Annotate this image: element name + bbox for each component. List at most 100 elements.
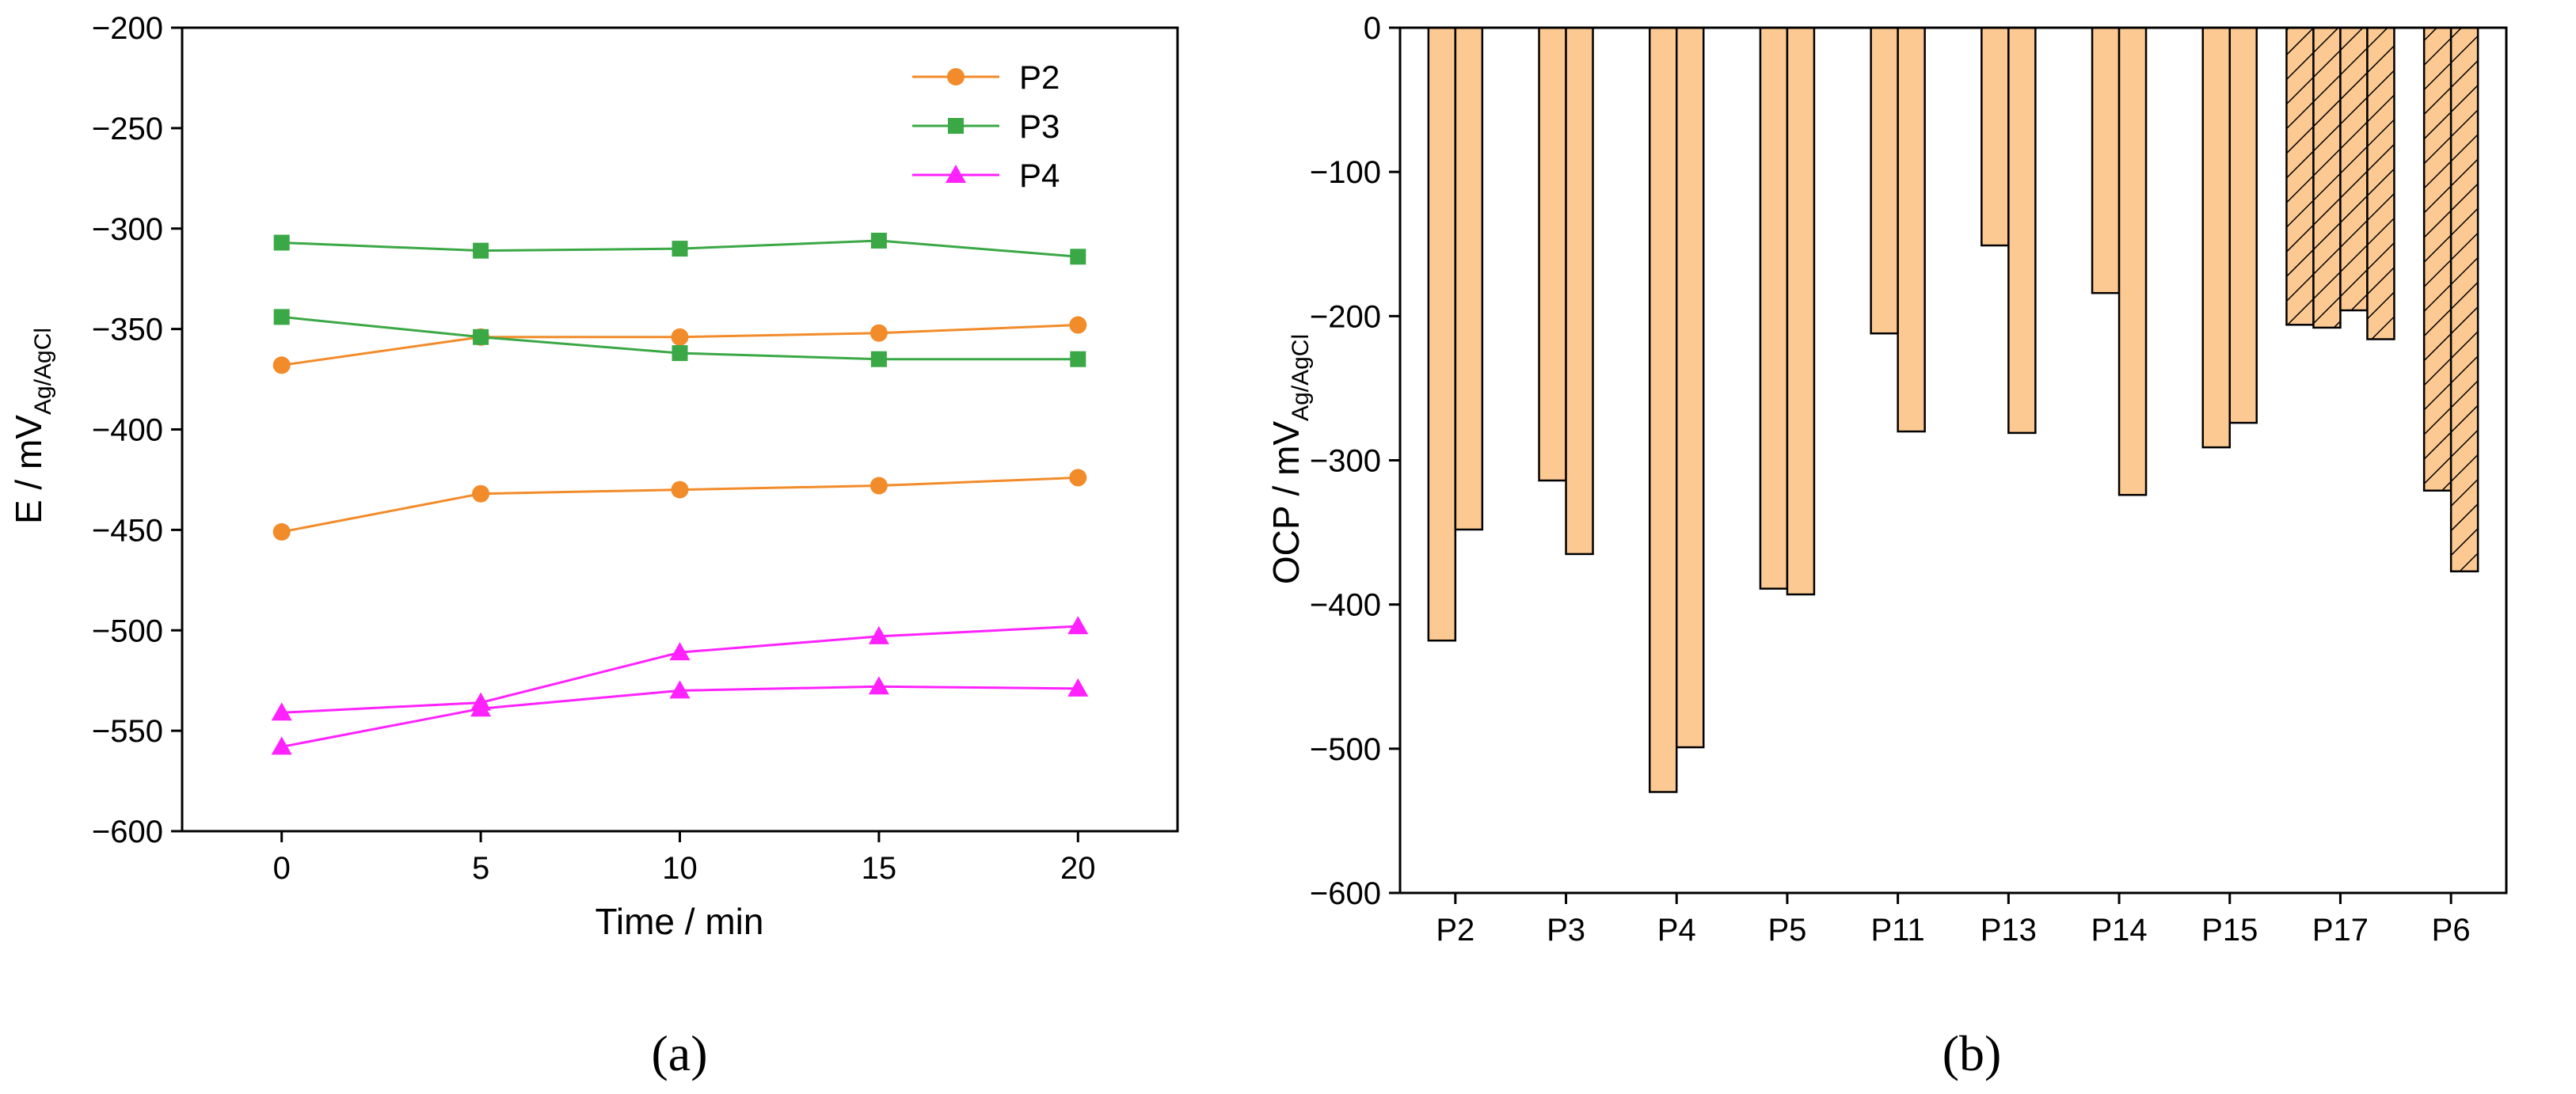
data-point: [869, 324, 888, 342]
y-tick-label: −500: [92, 613, 163, 648]
bar: [2201, 26, 2231, 449]
y-tick-label: −600: [1310, 876, 1381, 911]
panel-a-y-axis-label: E / mVAg/AgCl: [8, 328, 56, 524]
data-point: [1067, 678, 1089, 697]
series-line: [281, 625, 1079, 714]
bar-group-p2: [1427, 26, 1484, 642]
y-tick-label: −500: [1310, 732, 1381, 767]
legend-label: P3: [1019, 108, 1060, 145]
bar: [2285, 26, 2315, 326]
data-point: [1067, 616, 1089, 635]
data-point: [672, 241, 688, 257]
y-tick-label: −350: [92, 313, 163, 348]
data-point: [470, 698, 492, 717]
panel-b-y-axis-label: OCP / mVAg/AgCl: [1265, 334, 1314, 584]
legend-marker: [946, 165, 966, 183]
series-p4-5: [271, 676, 1089, 755]
data-point: [672, 345, 688, 362]
bar-group-p5: [1759, 26, 1816, 596]
legend-label: P2: [1019, 59, 1060, 96]
data-point: [1070, 351, 1086, 367]
series-p2-1: [272, 469, 1087, 541]
y-tick-label: −450: [92, 513, 163, 548]
series-p3-3: [273, 309, 1086, 367]
x-tick-label: P11: [1871, 913, 1925, 948]
y-tick-label: −600: [92, 815, 163, 849]
panel-b-ticks: −600 −500 −400 −300 −200 −100 0 P2 P3 P4 P5 P11 P13 P…: [1310, 11, 2471, 948]
x-tick-label: P13: [1981, 913, 2037, 948]
x-tick-label: P14: [2091, 913, 2147, 948]
bar-group-p13: [1981, 26, 2037, 435]
data-point: [870, 351, 887, 367]
bar-group-p4: [1649, 26, 1705, 793]
bar-group-p11: [1870, 26, 1926, 433]
series-p2-0: [272, 316, 1087, 374]
data-point: [868, 676, 889, 695]
y-tick-label: −300: [92, 212, 163, 247]
bar: [2091, 26, 2121, 294]
bar-group-p17: [2285, 26, 2395, 340]
x-tick-label: P5: [1767, 913, 1806, 948]
x-tick-label: 10: [662, 851, 698, 886]
bar: [2007, 26, 2037, 435]
panel-a-series: [271, 232, 1089, 755]
data-point: [472, 484, 490, 503]
bar-group-p3: [1538, 26, 1594, 556]
data-point: [868, 625, 889, 644]
bar: [2312, 26, 2342, 329]
data-point: [671, 328, 689, 346]
x-tick-label: 0: [273, 851, 291, 886]
bar: [2422, 26, 2452, 492]
bar-group-p6: [2422, 26, 2479, 573]
data-point: [1070, 249, 1086, 265]
data-point: [1069, 316, 1087, 334]
y-tick-label: −400: [1310, 588, 1381, 623]
data-point: [271, 736, 292, 755]
bar: [2117, 26, 2148, 496]
legend-item: P4: [912, 157, 1060, 194]
y-tick-label: 0: [1364, 11, 1381, 46]
x-tick-label: P4: [1657, 913, 1696, 948]
y-tick-label: −400: [92, 413, 163, 448]
y-tick-label: −200: [1310, 299, 1381, 334]
panel-a-line-chart: −600 −550 −500 −450 −400 −350 −300 −250 −200 0 5 10…: [8, 11, 1179, 1081]
legend-marker: [948, 118, 964, 134]
series-p3-2: [273, 232, 1086, 265]
bar-group-p14: [2091, 26, 2148, 496]
x-tick-label: 15: [862, 851, 897, 886]
data-point: [273, 234, 290, 251]
bar: [1538, 26, 1567, 482]
bar: [1649, 26, 1678, 793]
y-tick-label: −550: [92, 714, 163, 749]
legend-item: P2: [912, 59, 1060, 96]
data-point: [669, 642, 691, 661]
x-tick-label: P2: [1436, 913, 1474, 948]
x-tick-label: P15: [2201, 913, 2258, 948]
panel-b-y-axis-label-subscript: Ag/AgCl: [1288, 334, 1314, 421]
data-point: [1069, 469, 1087, 487]
x-tick-label: 20: [1060, 851, 1096, 886]
legend-item: P3: [912, 108, 1060, 145]
bar: [1870, 26, 1899, 335]
series-p4-4: [271, 616, 1089, 721]
panel-a-y-axis-label-main: E / mV: [8, 415, 49, 524]
data-point: [669, 680, 691, 699]
bar: [1454, 26, 1484, 531]
panel-b-bar-chart: −600 −500 −400 −300 −200 −100 0 P2 P3 P4 P5 P11 P13 P…: [1265, 11, 2508, 1081]
bar: [1759, 26, 1789, 590]
y-tick-label: −100: [1310, 155, 1381, 190]
data-point: [869, 477, 888, 495]
bar: [2228, 26, 2258, 424]
x-tick-label: P3: [1547, 913, 1585, 948]
panel-b-plot-frame: [1398, 26, 2508, 895]
y-tick-label: −250: [92, 112, 163, 146]
panel-b-y-axis-label-main: OCP / mV: [1265, 421, 1307, 585]
bar: [1427, 26, 1457, 642]
panel-a-legend: P2 P3 P4: [912, 59, 1060, 194]
data-point: [273, 309, 290, 325]
y-tick-label: −300: [1310, 444, 1381, 479]
bar: [1565, 26, 1594, 556]
bar: [1676, 26, 1705, 749]
data-point: [473, 242, 489, 259]
